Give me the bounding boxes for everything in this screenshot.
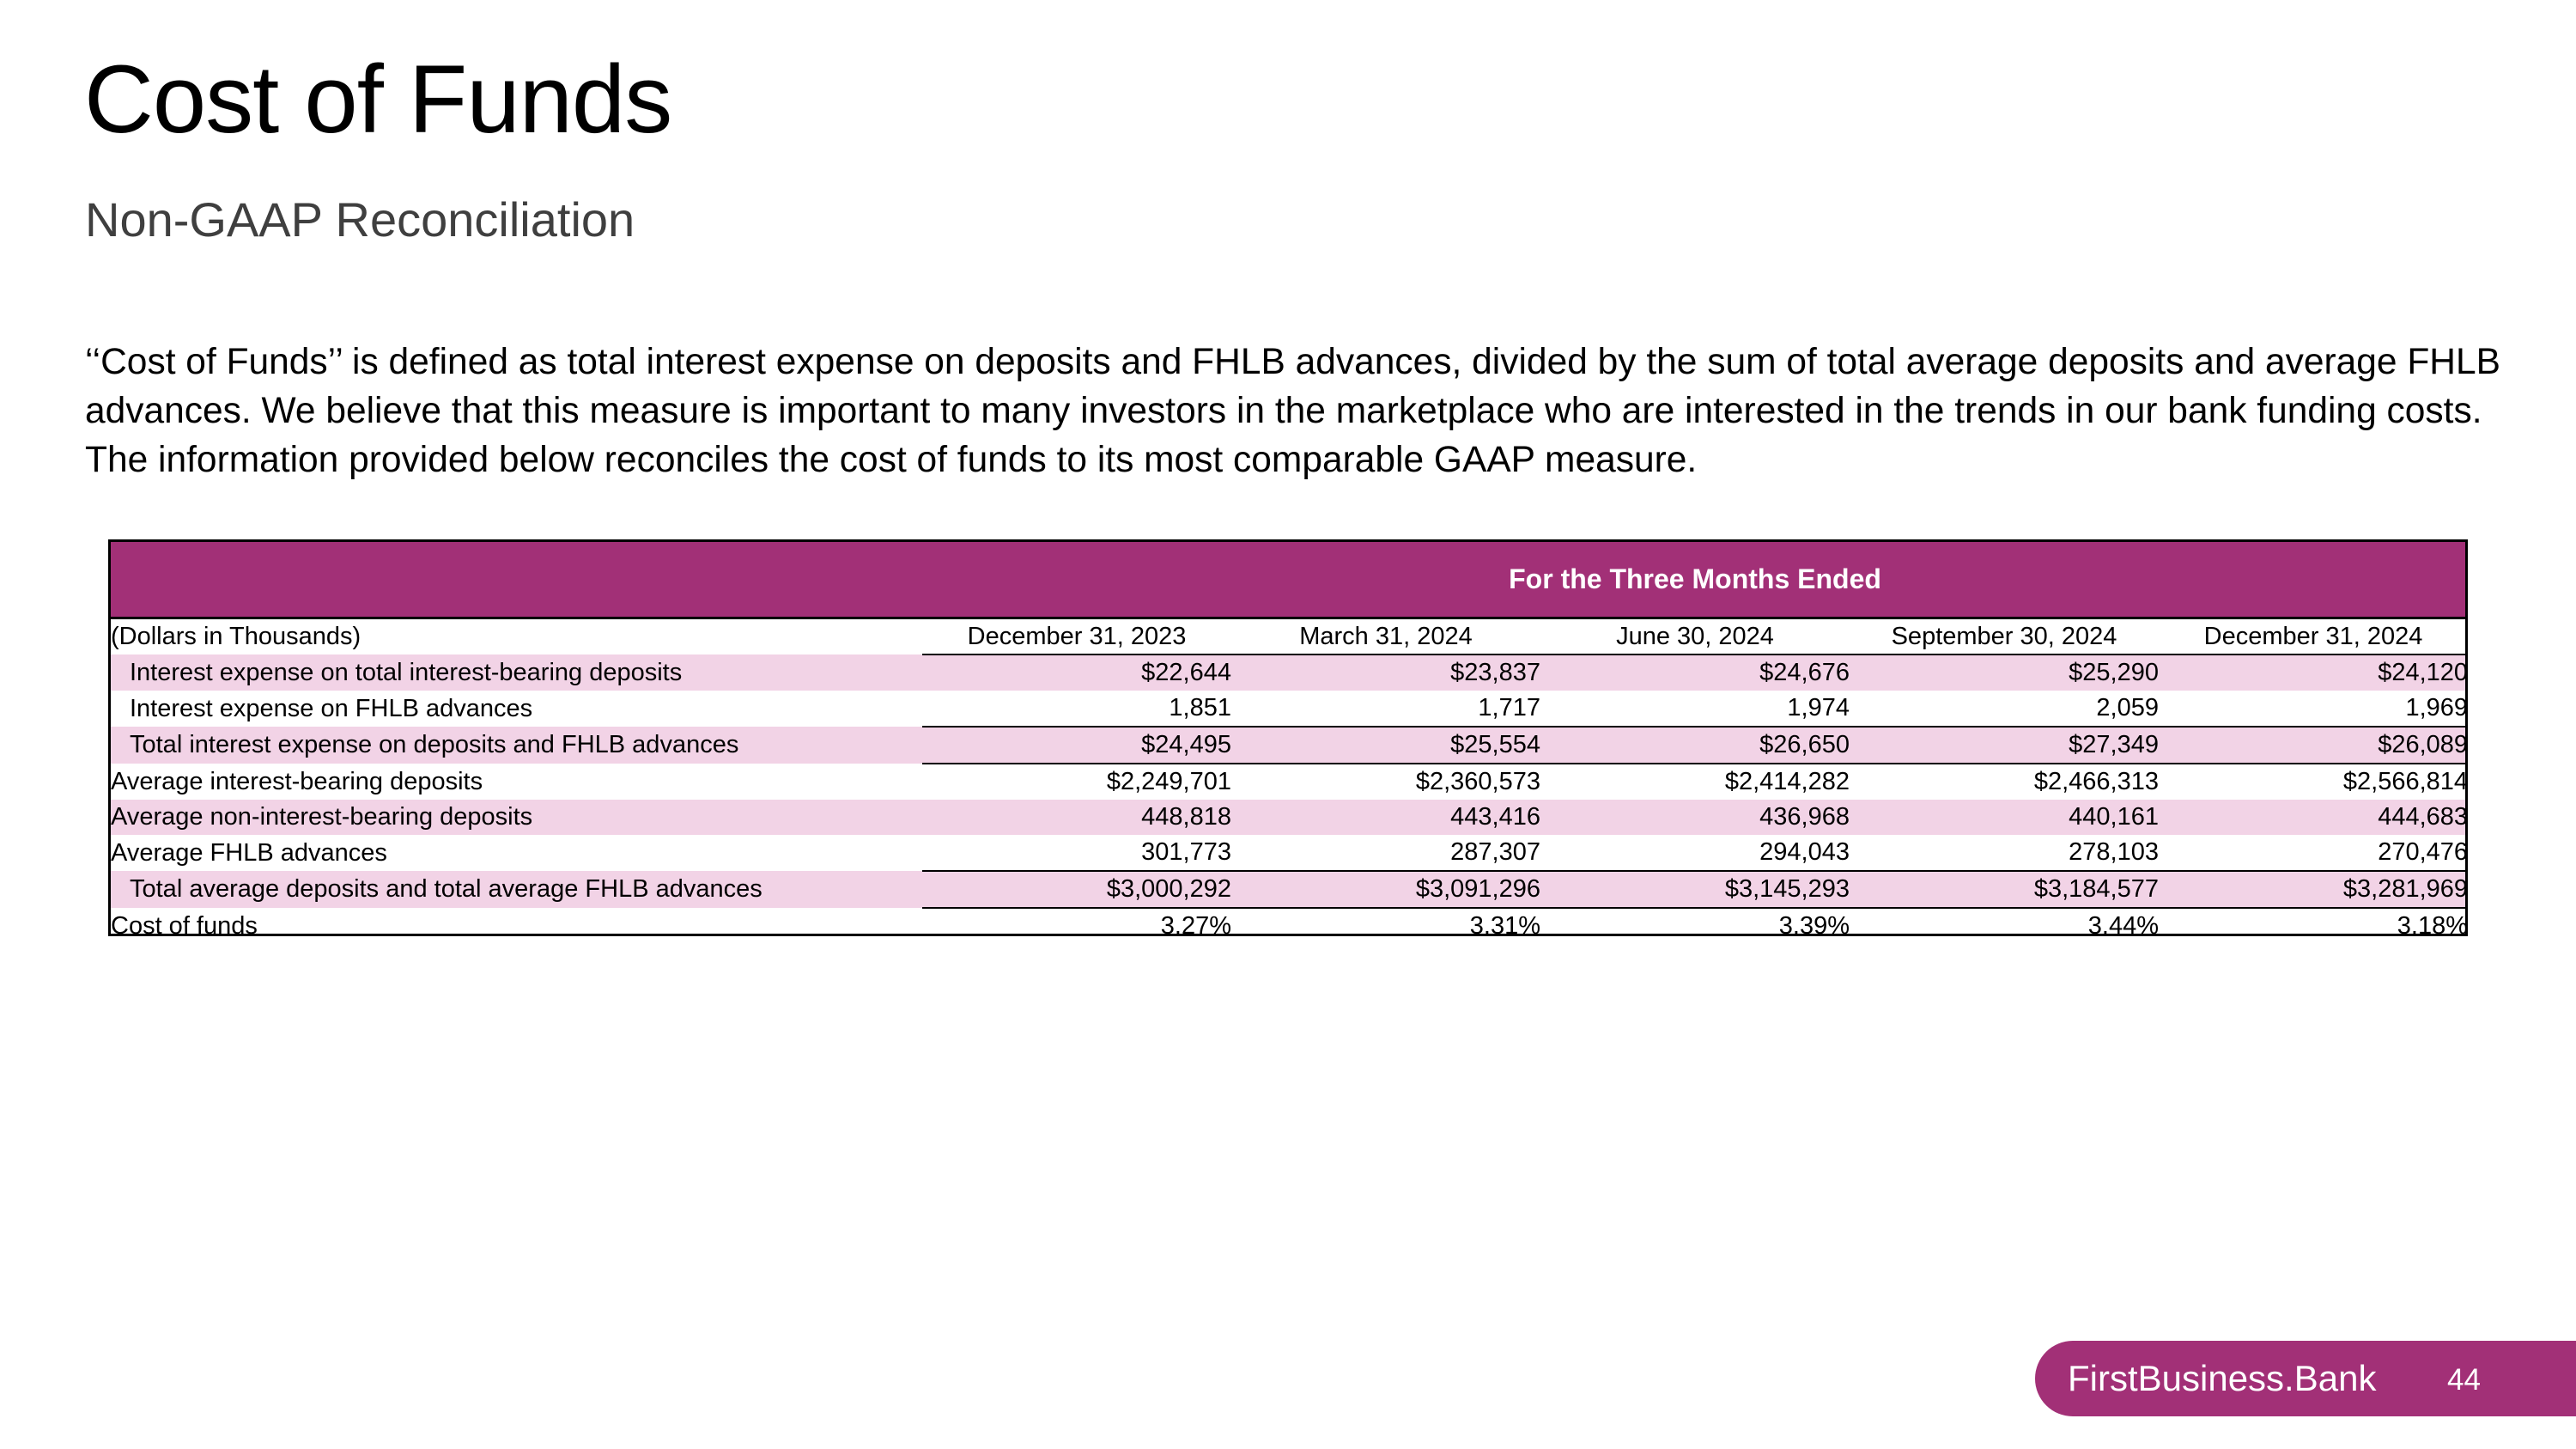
- footer-tab: [2035, 1341, 2576, 1416]
- cell-value: $26,650: [1540, 726, 1850, 764]
- cell-value: 1,974: [1787, 694, 1850, 721]
- table-row: Interest expense on FHLB advances 1,851 …: [111, 691, 2468, 727]
- unit-label: (Dollars in Thousands): [111, 623, 361, 650]
- cell-value: 301,773: [1141, 838, 1231, 866]
- cell-value: 440,161: [1850, 800, 2159, 835]
- row-label: Average non-interest-bearing deposits: [111, 800, 922, 835]
- cell-value: $2,414,282: [1540, 763, 1850, 800]
- cell-value: $25,290: [1850, 654, 2159, 691]
- cell-value: $26,089: [2159, 726, 2465, 764]
- cell-value: 444,683: [2159, 800, 2465, 835]
- column-header: December 31, 2024: [2159, 618, 2465, 655]
- table-row: Total average deposits and total average…: [111, 870, 2465, 908]
- cell-value: $3,091,296: [1231, 870, 1540, 908]
- cell-value: $24,120: [2159, 654, 2465, 691]
- cell-value: 436,968: [1540, 800, 1850, 835]
- cell-value: 287,307: [1450, 838, 1540, 866]
- cell-value: 1,851: [1169, 694, 1231, 721]
- table-banner: For the Three Months Ended: [922, 542, 2465, 619]
- cell-value: $2,360,573: [1231, 763, 1540, 800]
- cell-value: $3,281,969: [2159, 870, 2465, 908]
- cell-value: 3.27%: [922, 907, 1231, 934]
- column-header: June 30, 2024: [1540, 618, 1850, 655]
- column-header: March 31, 2024: [1231, 618, 1540, 655]
- cell-value: $25,554: [1231, 726, 1540, 764]
- cell-value: 3.44%: [1850, 907, 2159, 934]
- cell-value: $2,466,313: [1850, 763, 2159, 800]
- table-row: Average interest-bearing deposits $2,249…: [111, 763, 2465, 800]
- table-row: Average FHLB advances 301,773 287,307 29…: [111, 835, 2468, 871]
- brand-logo: FirstBusiness.Bank: [2068, 1358, 2377, 1398]
- row-label: Total interest expense on deposits and F…: [111, 727, 922, 764]
- cell-value: 443,416: [1231, 800, 1540, 835]
- row-label: Interest expense on FHLB advances: [130, 694, 533, 722]
- cell-value: 2,059: [2096, 694, 2159, 721]
- cell-value: 1,969: [2405, 694, 2468, 721]
- cell-value: 3.39%: [1540, 907, 1850, 934]
- cell-value: $22,644: [922, 654, 1231, 691]
- cell-value: $2,566,814: [2159, 763, 2465, 800]
- table-banner-row: For the Three Months Ended: [111, 542, 2465, 619]
- cell-value: $23,837: [1231, 654, 1540, 691]
- cell-value: $2,249,701: [922, 763, 1231, 800]
- table-row: Total interest expense on deposits and F…: [111, 726, 2465, 764]
- reconciliation-table: For the Three Months Ended (Dollars in T…: [108, 539, 2468, 936]
- table-row: Interest expense on total interest-beari…: [111, 654, 2465, 691]
- page-subtitle: Non-GAAP Reconciliation: [85, 192, 635, 247]
- row-label: Average interest-bearing deposits: [111, 767, 483, 795]
- cell-value: $3,145,293: [1540, 870, 1850, 908]
- row-label: Cost of funds: [111, 911, 258, 936]
- table-row: Average non-interest-bearing deposits 44…: [111, 800, 2465, 835]
- row-label: Total average deposits and total average…: [111, 871, 922, 908]
- cell-value: 3.31%: [1231, 907, 1540, 934]
- cell-value: $3,000,292: [922, 870, 1231, 908]
- page-title: Cost of Funds: [84, 46, 672, 153]
- table-header-row: (Dollars in Thousands) December 31, 2023…: [111, 618, 2465, 655]
- column-header: December 31, 2023: [922, 618, 1231, 655]
- cell-value: 3.18%: [2159, 907, 2465, 934]
- intro-paragraph: ‘‘Cost of Funds’’ is defined as total in…: [85, 342, 2500, 480]
- row-label: Average FHLB advances: [111, 838, 387, 867]
- column-header: September 30, 2024: [1850, 618, 2159, 655]
- cell-value: 294,043: [1759, 838, 1850, 866]
- cell-value: 278,103: [2069, 838, 2159, 866]
- page-number: 44: [2447, 1363, 2481, 1397]
- cell-value: $27,349: [1850, 726, 2159, 764]
- cell-value: 270,476: [2378, 838, 2468, 866]
- cell-value: $3,184,577: [1850, 870, 2159, 908]
- cell-value: $24,495: [922, 726, 1231, 764]
- table-row: Cost of funds 3.27% 3.31% 3.39% 3.44% 3.…: [111, 907, 2465, 936]
- row-label: Interest expense on total interest-beari…: [111, 654, 922, 691]
- cell-value: 448,818: [922, 800, 1231, 835]
- cell-value: $24,676: [1540, 654, 1850, 691]
- cell-value: 1,717: [1478, 694, 1540, 721]
